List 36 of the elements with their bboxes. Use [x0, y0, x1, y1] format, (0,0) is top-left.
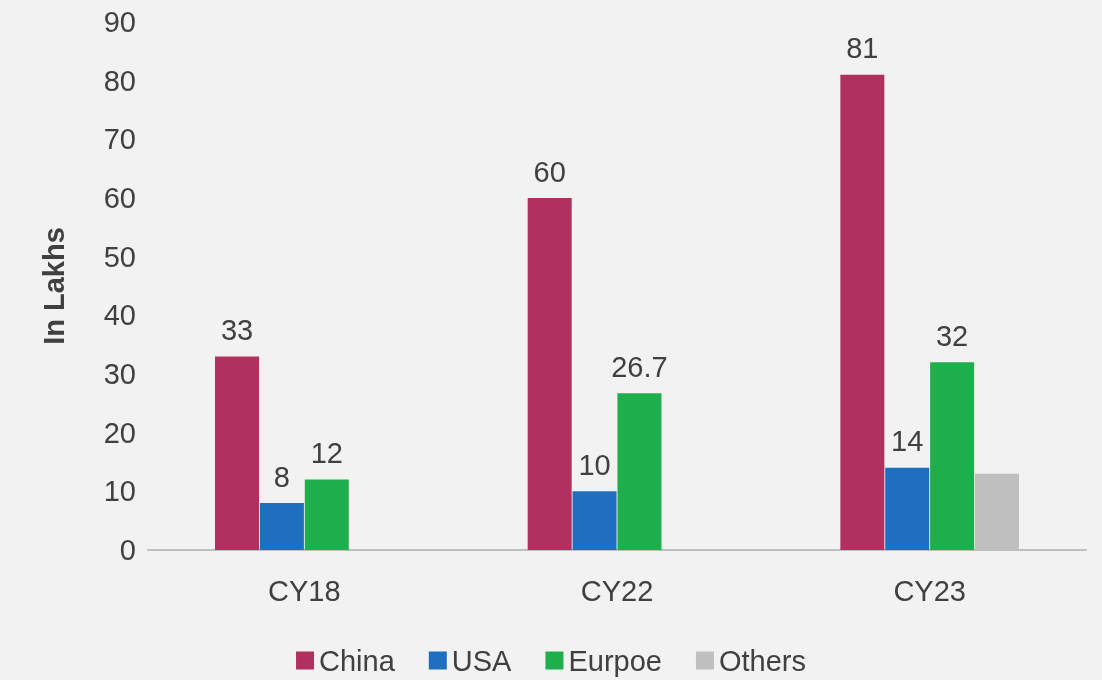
bar [215, 356, 260, 550]
x-tick-label: CY23 [893, 574, 966, 607]
y-tick-label: 90 [103, 6, 136, 38]
y-tick-label: 30 [103, 358, 136, 390]
y-tick-label: 10 [103, 475, 136, 508]
data-label: 26.7 [611, 350, 668, 383]
y-tick-label: 70 [103, 123, 136, 156]
x-tick-label: CY22 [580, 574, 654, 607]
data-label: 81 [846, 32, 879, 65]
data-label: 60 [533, 155, 566, 188]
bar [840, 74, 885, 550]
y-tick-label: 80 [103, 64, 136, 97]
bar [259, 503, 304, 550]
bar [885, 467, 930, 550]
legend-label: Others [718, 644, 806, 677]
data-label: 32 [935, 319, 969, 352]
bar [617, 393, 662, 550]
data-label: 8 [273, 460, 290, 493]
y-tick-label: 40 [103, 299, 136, 332]
bar [304, 479, 349, 550]
data-label: 10 [578, 448, 611, 481]
bar [930, 362, 975, 550]
y-tick-label: 50 [103, 240, 136, 273]
y-tick-label: 0 [119, 534, 136, 566]
legend-label: USA [451, 644, 513, 677]
bar [572, 491, 617, 550]
data-label: 12 [310, 437, 343, 470]
y-tick-label: 60 [103, 182, 136, 214]
y-axis-title: In Lakhs [37, 227, 70, 345]
x-tick-label: CY18 [268, 574, 341, 607]
legend-label: Eurpoe [568, 644, 662, 677]
y-tick-label: 20 [103, 416, 136, 449]
bar [527, 198, 572, 550]
data-label: 14 [891, 425, 924, 458]
data-label: 33 [220, 313, 254, 346]
legend-label: China [319, 644, 396, 677]
